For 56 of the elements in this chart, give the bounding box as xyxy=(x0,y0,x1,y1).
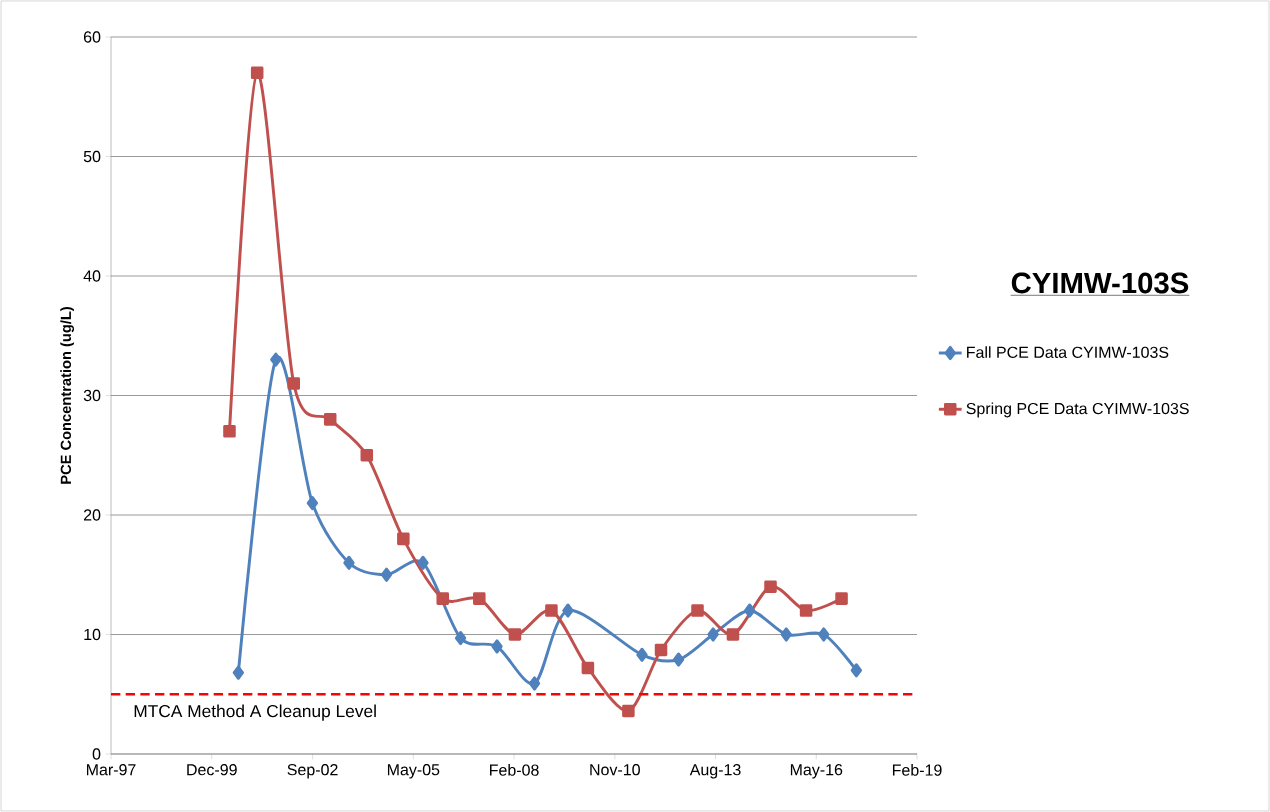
point xyxy=(306,495,319,511)
point xyxy=(343,555,355,570)
x-tick-label: Sep-02 xyxy=(287,764,338,779)
point xyxy=(850,663,863,678)
x-tick-label: Mar-97 xyxy=(86,764,136,776)
point xyxy=(232,665,245,680)
point xyxy=(454,631,467,646)
x-tick-label: Feb-08 xyxy=(490,764,539,776)
point xyxy=(780,627,792,642)
x-tick-label: Aug-13 xyxy=(689,764,741,779)
point xyxy=(545,604,558,617)
y-tick-label: 10 xyxy=(84,628,101,641)
point xyxy=(223,425,236,438)
point xyxy=(270,352,282,367)
point xyxy=(417,555,429,570)
point xyxy=(360,448,374,462)
y-tick-label: 40 xyxy=(83,270,101,282)
point xyxy=(818,627,830,642)
point xyxy=(744,603,756,618)
point xyxy=(508,628,522,641)
x-tick-label: Nov-10 xyxy=(590,764,640,776)
point xyxy=(835,592,848,605)
legend-label: Fall PCE Data CYIMW-103S xyxy=(967,346,1169,358)
point xyxy=(799,604,813,617)
x-tick-label: May-16 xyxy=(790,764,843,779)
legend-label: Spring PCE Data CYIMW-103S xyxy=(966,402,1189,418)
point xyxy=(250,66,264,80)
y-tick-label: 60 xyxy=(83,31,101,43)
y-tick-label: 30 xyxy=(83,389,101,402)
point xyxy=(528,676,541,691)
point xyxy=(622,704,635,718)
point xyxy=(636,647,648,662)
point xyxy=(436,592,449,605)
point xyxy=(287,377,301,390)
point xyxy=(691,604,704,617)
point xyxy=(581,661,595,675)
point xyxy=(672,652,685,667)
point xyxy=(323,413,337,426)
y-tick-label: 20 xyxy=(83,509,101,521)
point xyxy=(707,627,719,642)
point xyxy=(491,639,503,654)
y-tick-label: 0 xyxy=(92,748,101,760)
point xyxy=(473,592,486,605)
point xyxy=(654,643,668,657)
point xyxy=(397,532,410,546)
x-tick-label: Dec-99 xyxy=(187,764,237,776)
point xyxy=(562,603,574,618)
ref-line-label: MTCA Method A Cleanup Level xyxy=(134,704,376,721)
text: CYIMW-103S xyxy=(1011,272,1189,294)
y-axis-title: PCE Concentration (ug/L) xyxy=(60,307,75,484)
point xyxy=(726,628,740,641)
point xyxy=(764,580,777,593)
y-tick-label: 50 xyxy=(83,150,101,163)
x-tick-label: May-05 xyxy=(387,764,440,779)
x-tick-label: Feb-19 xyxy=(892,764,942,776)
point xyxy=(380,567,393,582)
